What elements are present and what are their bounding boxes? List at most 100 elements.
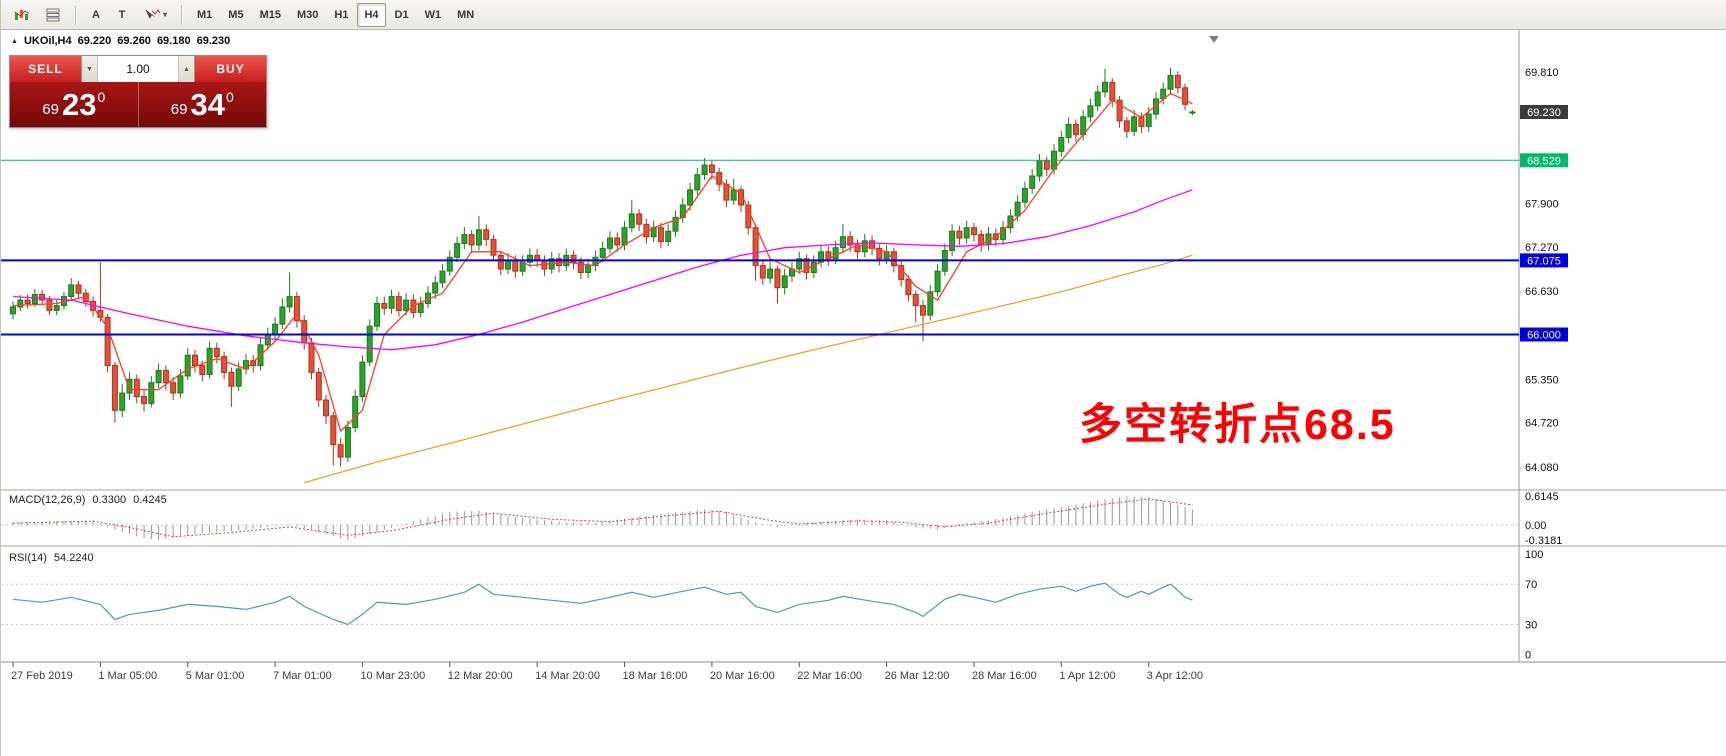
candle — [352, 396, 359, 428]
macd-label: MACD(12,26,9) 0.3300 0.4245 — [9, 494, 174, 506]
rsi-title: RSI(14) — [9, 552, 47, 564]
tf-button-w1[interactable]: W1 — [418, 3, 449, 27]
volume-increase-button[interactable]: ▲ — [178, 56, 194, 82]
time-tick-label: 18 Mar 16:00 — [623, 670, 688, 682]
tf-button-m5[interactable]: M5 — [221, 3, 250, 27]
candle — [570, 254, 577, 263]
candle — [1102, 81, 1108, 93]
candle — [920, 305, 926, 316]
candle — [104, 316, 111, 366]
volume-input[interactable]: 1.00 — [126, 62, 150, 76]
tf-button-h4[interactable]: H4 — [357, 2, 386, 27]
tf-button-d1[interactable]: D1 — [388, 3, 416, 27]
candle — [192, 354, 198, 367]
candle — [199, 365, 206, 375]
candle — [126, 378, 133, 394]
chart-type-icon[interactable] — [7, 3, 37, 27]
tf-button-m1[interactable]: M1 — [190, 3, 219, 27]
time-tick-label: 28 Mar 16:00 — [972, 670, 1037, 682]
time-tick-label: 22 Mar 16:00 — [797, 670, 862, 682]
tf-button-m15[interactable]: M15 — [253, 3, 288, 27]
macd-scale-label: 0.00 — [1525, 520, 1546, 532]
sell-price-prefix: 69 — [42, 101, 59, 118]
candle — [446, 256, 453, 272]
candle — [344, 427, 351, 458]
time-axis[interactable] — [12, 662, 1150, 667]
dropdown-caret-icon: ▾ — [163, 10, 168, 19]
candle — [141, 396, 147, 404]
candle — [672, 216, 679, 232]
toolbar-separator — [75, 4, 77, 25]
price-level-box — [1520, 153, 1568, 168]
buy-button[interactable]: BUY — [195, 56, 266, 82]
candle — [1094, 91, 1101, 107]
candle — [1087, 105, 1094, 118]
candle — [483, 229, 490, 240]
candle — [279, 306, 286, 325]
candle — [505, 259, 511, 270]
volume-decrease-button[interactable]: ▼ — [82, 56, 98, 82]
candle — [1021, 187, 1028, 203]
quote-header: ▲ UKOil,H4 69.220 69.260 69.180 69.230 — [11, 35, 230, 47]
cursor-tool-icon[interactable]: ▾ — [136, 3, 174, 27]
quote-close: 69.230 — [196, 35, 231, 47]
candle — [250, 360, 257, 367]
symbol-title: UKOil,H4 — [23, 35, 72, 47]
candle — [39, 294, 46, 301]
candle — [155, 369, 162, 384]
candle — [31, 294, 38, 304]
candle — [75, 284, 82, 294]
candle — [1182, 87, 1189, 105]
candle — [286, 296, 293, 308]
indicator-list-icon[interactable] — [39, 3, 68, 27]
macd-scale-label: 0.6145 — [1525, 491, 1559, 503]
sell-price-big: 23 — [61, 87, 97, 122]
candle — [716, 172, 723, 185]
candle — [730, 189, 737, 201]
candle — [781, 275, 788, 289]
tf-button-mn[interactable]: MN — [450, 3, 481, 27]
candle — [810, 261, 817, 273]
one-click-trade-panel: SELL ▼ 1.00 ▲ BUY 69 23 0 69 34 0 — [9, 55, 267, 128]
price-level-box — [1520, 253, 1568, 268]
candle — [68, 284, 75, 298]
candle — [490, 238, 497, 256]
tf-button-m30[interactable]: M30 — [290, 3, 325, 27]
quote-high: 69.260 — [117, 35, 151, 47]
macd-signal-line — [12, 498, 1193, 538]
candle — [403, 299, 410, 311]
candle — [963, 227, 970, 239]
candle — [708, 164, 715, 174]
candle — [475, 229, 482, 246]
candle — [759, 265, 766, 279]
candle — [614, 237, 621, 246]
time-tick-label: 1 Mar 05:00 — [98, 670, 157, 682]
tf-button-h1[interactable]: H1 — [327, 3, 355, 27]
price-chart-canvas[interactable]: 68.529 67.075 66.000 69.810 67.900 67.270 66.6… — [1, 30, 1726, 756]
text-label-tool-icon[interactable]: A — [84, 3, 108, 27]
buy-price-prefix: 69 — [170, 101, 188, 118]
rsi-scale-label: 70 — [1525, 579, 1537, 591]
candle — [133, 378, 140, 397]
candle — [417, 303, 424, 313]
chart-shift-marker-icon[interactable] — [1209, 36, 1219, 43]
price-scale[interactable] — [1520, 105, 1568, 342]
candle — [628, 213, 635, 229]
current-price-box — [1520, 105, 1568, 119]
time-tick-label: 7 Mar 01:00 — [273, 670, 332, 682]
candle — [395, 296, 402, 311]
candle — [1153, 98, 1159, 115]
text-box-tool-icon[interactable]: T — [110, 3, 134, 27]
rsi-scale-label: 100 — [1525, 549, 1543, 561]
buy-price-display[interactable]: 69 34 0 — [137, 82, 267, 127]
price-tick-label: 66.630 — [1525, 286, 1559, 298]
volume-control: ▼ 1.00 ▲ — [81, 56, 195, 82]
candle — [1065, 123, 1072, 139]
candle — [366, 325, 373, 363]
sell-button[interactable]: SELL — [10, 56, 81, 82]
macd-signal-value: 0.4245 — [133, 494, 167, 506]
candle — [1072, 123, 1079, 136]
candle — [323, 399, 329, 417]
candle — [213, 347, 220, 358]
sell-price-display[interactable]: 69 23 0 — [10, 82, 138, 127]
